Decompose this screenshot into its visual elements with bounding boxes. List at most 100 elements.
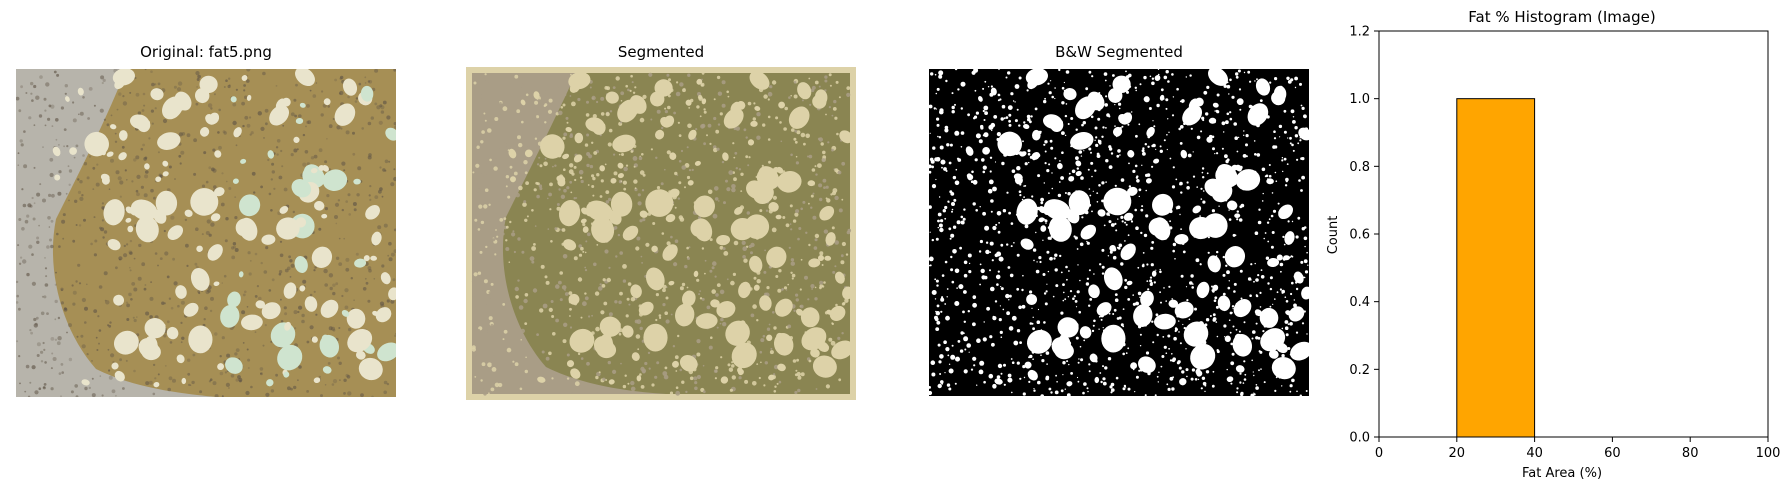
y-tick-label: 0.8 [1349, 160, 1370, 175]
bw-fat-droplet [1096, 302, 1112, 316]
bw-fat-droplet [1126, 280, 1133, 286]
segment-fat-droplet [693, 195, 715, 218]
segment-fat-droplet [788, 106, 810, 129]
segment-fat-droplet [701, 98, 707, 105]
segment-fat-droplet [510, 176, 516, 183]
fat-droplet [353, 178, 361, 185]
segment-fat-droplet [722, 152, 729, 161]
segment-fat-droplet [768, 374, 775, 381]
segment-fat-droplet [508, 148, 517, 159]
segment-fat-droplet [775, 298, 793, 317]
segment-fat-droplet [562, 153, 570, 160]
segment-fat-droplet [734, 206, 743, 215]
fat-droplet [227, 291, 241, 308]
fat-droplet [52, 146, 61, 157]
bw-fat-droplet [1089, 353, 1098, 363]
fat-droplet [232, 178, 239, 184]
fat-droplet [200, 127, 210, 137]
segment-fat-droplet [645, 189, 674, 217]
fat-droplet [291, 179, 312, 198]
bw-fat-droplet [1118, 113, 1129, 125]
segment-fat-droplet [749, 70, 770, 90]
fat-droplet [196, 245, 203, 253]
fat-droplet [370, 255, 377, 261]
segment-fat-droplet [720, 376, 729, 384]
bw-fat-droplet [1189, 216, 1213, 240]
bw-fat-droplet [1138, 356, 1156, 373]
fat-droplet [183, 302, 199, 317]
fat-droplet [220, 304, 240, 328]
fat-droplet [77, 87, 84, 96]
fat-droplet [365, 205, 380, 220]
bw-fat-droplet [1048, 215, 1072, 242]
fat-droplet [107, 238, 121, 251]
x-tick-label: 100 [1756, 446, 1781, 461]
fat-droplet [136, 117, 151, 133]
fat-droplet [190, 188, 219, 216]
fat-droplet [188, 325, 213, 354]
bw-fat-droplet [1120, 243, 1136, 261]
fat-droplet [113, 294, 125, 306]
fat-droplet [230, 96, 237, 103]
segment-fat-droplet [588, 121, 595, 128]
bw-fat-droplet [1288, 306, 1305, 322]
bw-fat-droplet [1016, 198, 1038, 225]
segment-fat-droplet [657, 81, 670, 95]
bw-fat-droplet [1268, 349, 1279, 359]
bw-fat-droplet [1088, 284, 1100, 299]
segment-fat-droplet [608, 379, 615, 385]
bw-fat-droplet [990, 87, 997, 96]
segment-fat-droplet [801, 327, 827, 351]
fat-droplet [380, 272, 391, 285]
bw-fat-droplet [1212, 102, 1219, 108]
fat-droplet [84, 131, 109, 157]
bw-fat-droplet [1254, 309, 1263, 317]
fat-droplet [54, 174, 61, 181]
fat-droplet [125, 217, 132, 223]
stroma-region [16, 69, 216, 397]
bw-fat-droplet [1046, 118, 1052, 125]
bw-fat-droplet [965, 146, 974, 156]
fat-droplet [314, 200, 325, 211]
fat-droplet [240, 158, 247, 164]
bw-fat-droplet [1113, 126, 1123, 137]
bw-fat-droplet [1057, 317, 1079, 338]
bw-fat-droplet [1023, 123, 1030, 130]
fat-droplet [205, 114, 216, 125]
bw-fat-droplet [1234, 213, 1241, 219]
bw-fat-droplet [1235, 365, 1245, 373]
segment-fat-droplet [582, 226, 589, 233]
segment-fat-droplet [797, 82, 812, 100]
segment-fat-droplet [570, 368, 581, 379]
fat-droplet [106, 151, 114, 157]
segment-fat-droplet [622, 325, 634, 338]
fat-droplet [217, 363, 225, 371]
segment-fat-droplet [824, 255, 832, 261]
segment-fat-droplet [668, 280, 675, 286]
bw-fat-droplet [1174, 234, 1189, 245]
y-tick-label: 1.0 [1349, 92, 1370, 107]
y-axis-label: Count [1326, 216, 1341, 255]
segment-fat-droplet [808, 258, 821, 268]
x-tick-label: 40 [1526, 446, 1543, 461]
bw-fat-droplet [1087, 91, 1105, 111]
bw-fat-droplet [1063, 88, 1077, 101]
bw-fat-droplet [1027, 369, 1038, 381]
segment-fat-droplet [617, 162, 624, 169]
fat-droplet [69, 147, 77, 155]
segment-fat-droplet [599, 316, 621, 337]
bw-fat-droplet [1284, 231, 1295, 245]
segment-fat-droplet [778, 101, 786, 109]
segment-fat-droplet [688, 129, 697, 140]
plot-frame [1378, 30, 1769, 438]
bw-fat-droplet [1267, 257, 1280, 268]
fat-droplet [360, 85, 374, 102]
fat-droplet [150, 88, 164, 101]
segment-fat-droplet [766, 246, 787, 268]
fat-droplet [321, 334, 332, 346]
fat-droplet [155, 176, 162, 182]
fat-histogram: Fat % Histogram (Image) Fat Area (%) Cou… [1300, 0, 1790, 490]
fat-droplet [162, 160, 169, 167]
bw-fat-droplet [1024, 361, 1032, 369]
bw-fat-droplet [1235, 169, 1261, 191]
